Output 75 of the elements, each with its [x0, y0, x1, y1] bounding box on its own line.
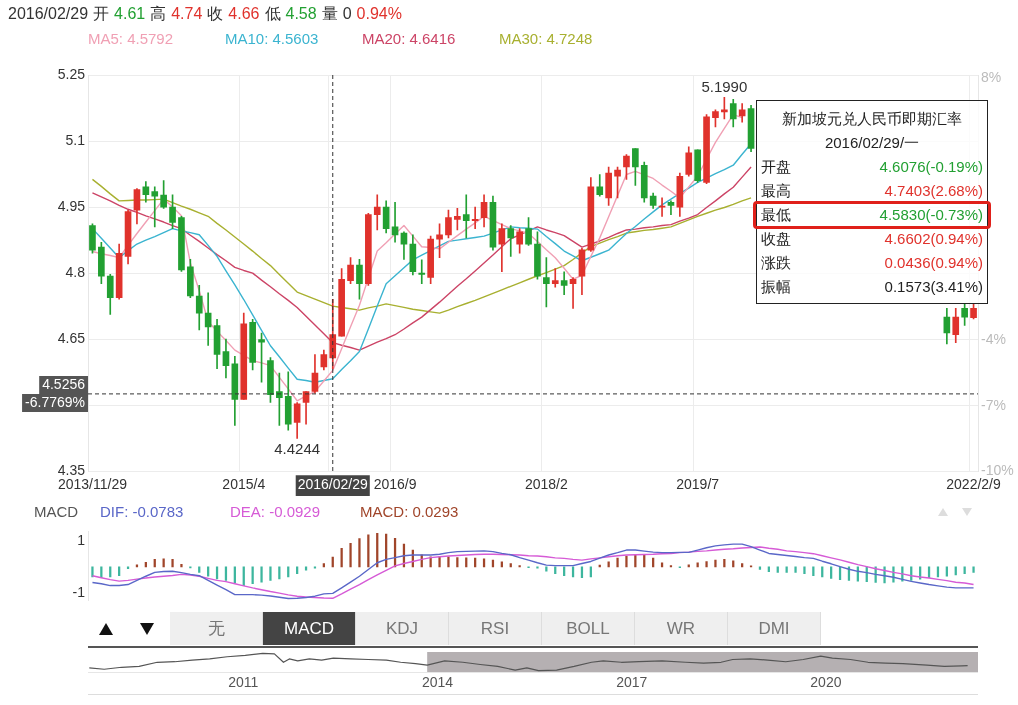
bar [447, 556, 450, 568]
y-tick-label: 4.35 [57, 462, 86, 479]
x-tick-label: 2016/9 [373, 476, 417, 493]
chart-title: MACD [34, 503, 79, 520]
text: MA20: 4.6416 [362, 30, 457, 47]
x-tick-label: 2018/2 [524, 476, 568, 493]
annotation: 收盘 [761, 229, 791, 249]
bar [171, 559, 174, 568]
annotation: 2016/02/29/一 [823, 133, 921, 153]
text: MA5: 4.5792 [88, 30, 175, 47]
text: RSI [449, 612, 542, 645]
annotation: 4.5830(-0.73%) [879, 205, 983, 225]
bar [607, 561, 610, 568]
ref-line-label: 4.5256 -6.7769% [25, 375, 86, 410]
annotation: 最高 [761, 181, 791, 201]
bar [803, 566, 806, 574]
text: MA30: 4.7248 [499, 30, 594, 47]
bar [349, 542, 352, 568]
bar [660, 562, 664, 568]
y2-tick-label: -4% [981, 331, 1006, 348]
annotation: 涨跌 [761, 253, 791, 273]
bar [794, 566, 797, 573]
text: MA10: 4.5603 [225, 30, 320, 47]
bar [972, 566, 975, 573]
text: KDJ [356, 612, 449, 645]
text: 无 [170, 612, 263, 645]
bar [358, 538, 361, 568]
series-label: MACD: 0.0293 [360, 503, 460, 520]
text: BOLL [542, 612, 635, 645]
annotation: 4.4244 [274, 440, 321, 458]
annotation: 0.1573(3.41%) [884, 277, 983, 297]
x-tick-label: 2016/02/29 [297, 476, 368, 493]
y2-tick-label: -7% [981, 396, 1006, 413]
y-tick-label: -1 [72, 583, 86, 600]
text: WR [635, 612, 728, 645]
annotation: 开盘 [761, 157, 791, 177]
y-tick-label: 4.65 [57, 329, 86, 346]
annotation: 4.6076(-0.19%) [879, 157, 983, 177]
x-tick-label: 2019/7 [676, 476, 720, 493]
bar [616, 557, 619, 568]
y-tick-label: 5.25 [57, 65, 86, 82]
bar [269, 566, 272, 581]
text: DIF: -0.0783 [100, 503, 185, 520]
annotation: 4.7403(2.68%) [884, 181, 983, 201]
bar [500, 561, 503, 568]
x-tick-label: 2022/2/9 [946, 476, 1002, 493]
bar [260, 566, 263, 583]
chart-title: 2016/02/29 开 4.61 高 4.74 收 4.66 低 4.58 量 0 0.94% [8, 5, 402, 22]
x-tick-label: 2020 [810, 674, 842, 691]
annotation: 振幅 [761, 277, 791, 297]
x-tick-label: 2017 [616, 674, 648, 691]
y2-tick-label: 8% [981, 69, 1002, 86]
x-tick-label: 2013/11/29 [57, 476, 128, 493]
bar [625, 555, 628, 568]
annotation: 0.0436(0.94%) [884, 253, 983, 273]
bar [180, 563, 183, 568]
text: MACD [263, 612, 356, 645]
text: DEA: -0.0929 [230, 503, 322, 520]
y-tick-label: 5.1 [65, 131, 86, 148]
annotation: 新加坡元兑人民币即期汇率 [781, 109, 963, 129]
y-tick-label: 1 [77, 531, 86, 548]
annotation: 最低 [761, 205, 791, 225]
y-tick-label: 4.8 [65, 263, 86, 280]
x-tick-label: 2011 [228, 674, 259, 691]
annotation: 4.6602(0.94%) [884, 229, 983, 249]
bar [705, 561, 708, 568]
bar [696, 562, 699, 568]
bar [714, 559, 717, 568]
annotation: 5.1990 [701, 78, 748, 96]
x-tick-label: 2015/4 [222, 476, 266, 493]
y2-tick-label: -10% [981, 462, 1014, 479]
bar [91, 566, 94, 578]
y-tick-label: 4.95 [57, 197, 86, 214]
text: DMI [728, 612, 821, 645]
x-tick-label: 2014 [421, 674, 454, 691]
